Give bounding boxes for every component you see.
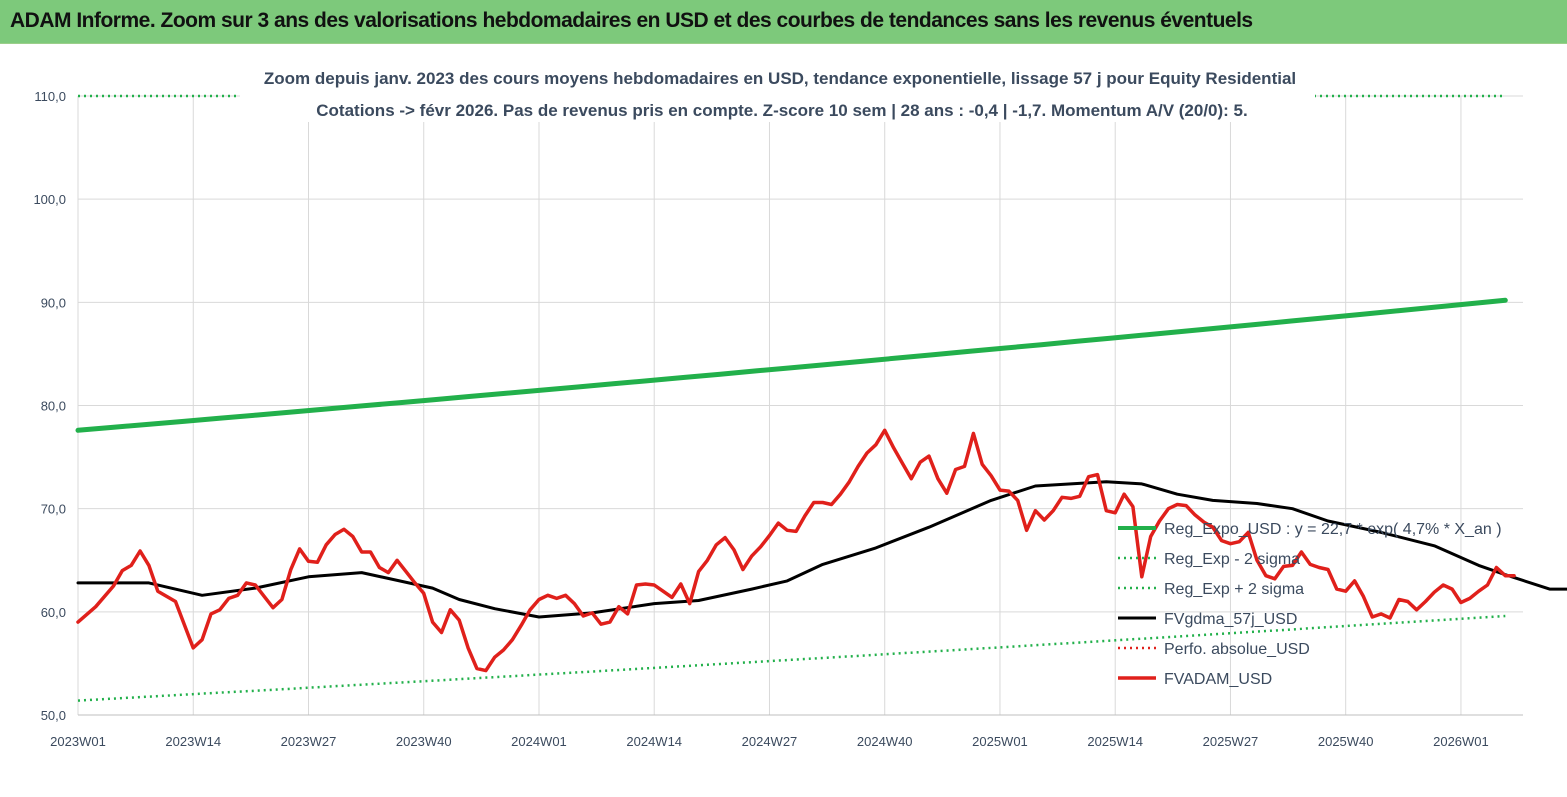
y-tick-label: 90,0 — [41, 295, 66, 310]
x-tick-label: 2024W40 — [857, 734, 913, 749]
banner-title: ADAM Informe. Zoom sur 3 ans des valoris… — [10, 9, 1253, 32]
chart-title-line2: Cotations -> févr 2026. Pas de revenus p… — [316, 101, 1247, 120]
x-tick-label: 2024W27 — [742, 734, 798, 749]
chart-title-line1: Zoom depuis janv. 2023 des cours moyens … — [264, 69, 1296, 88]
y-tick-label: 100,0 — [33, 192, 66, 207]
x-tick-label: 2023W01 — [50, 734, 106, 749]
x-tick-label: 2026W01 — [1433, 734, 1489, 749]
chart-title-block: Zoom depuis janv. 2023 des cours moyens … — [240, 58, 1315, 122]
x-tick-label: 2025W27 — [1203, 734, 1259, 749]
x-tick-label: 2025W14 — [1087, 734, 1143, 749]
banner: ADAM Informe. Zoom sur 3 ans des valoris… — [0, 0, 1567, 44]
y-tick-label: 80,0 — [41, 399, 66, 414]
x-tick-label: 2024W01 — [511, 734, 567, 749]
y-tick-label: 60,0 — [41, 605, 66, 620]
x-tick-label: 2023W40 — [396, 734, 452, 749]
series-line-0 — [75, 297, 1508, 433]
legend-label: Perfo. absolue_USD — [1164, 641, 1310, 658]
x-tick-label: 2025W40 — [1318, 734, 1374, 749]
legend-label: FVADAM_USD — [1164, 671, 1272, 688]
legend-label: Reg_Exp - 2 sigma — [1164, 551, 1300, 568]
y-tick-label: 70,0 — [41, 502, 66, 517]
series-line-5 — [76, 428, 1516, 673]
grid-layer — [77, 95, 1523, 716]
x-tick-label: 2025W01 — [972, 734, 1028, 749]
x-tick-label: 2024W14 — [626, 734, 682, 749]
legend-label: Reg_Expo_USD : y = 22,7 * exp( 4,7% * X_… — [1164, 521, 1502, 538]
series-line-1 — [77, 614, 1506, 702]
legend-label: FVgdma_57j_USD — [1164, 611, 1297, 628]
legend: Reg_Expo_USD : y = 22,7 * exp( 4,7% * X_… — [1118, 521, 1502, 688]
chart-frame: 50,0 60,0 70,0 80,0 90,0 100,0 110,0 2023W01 202… — [0, 44, 1567, 792]
series-line-3 — [76, 480, 1567, 619]
y-tick-label: 50,0 — [41, 708, 66, 723]
chart: 50,0 60,0 70,0 80,0 90,0 100,0 110,0 2023W01 202… — [33, 58, 1567, 749]
x-tick-label: 2023W27 — [281, 734, 337, 749]
x-tick-label: 2023W14 — [165, 734, 221, 749]
series-layer — [75, 94, 1567, 702]
title-backdrop — [240, 58, 1315, 122]
legend-label: Reg_Exp + 2 sigma — [1164, 581, 1304, 598]
axis-layer: 50,0 60,0 70,0 80,0 90,0 100,0 110,0 2023W01 202… — [33, 89, 1523, 749]
y-tick-label: 110,0 — [34, 89, 66, 104]
